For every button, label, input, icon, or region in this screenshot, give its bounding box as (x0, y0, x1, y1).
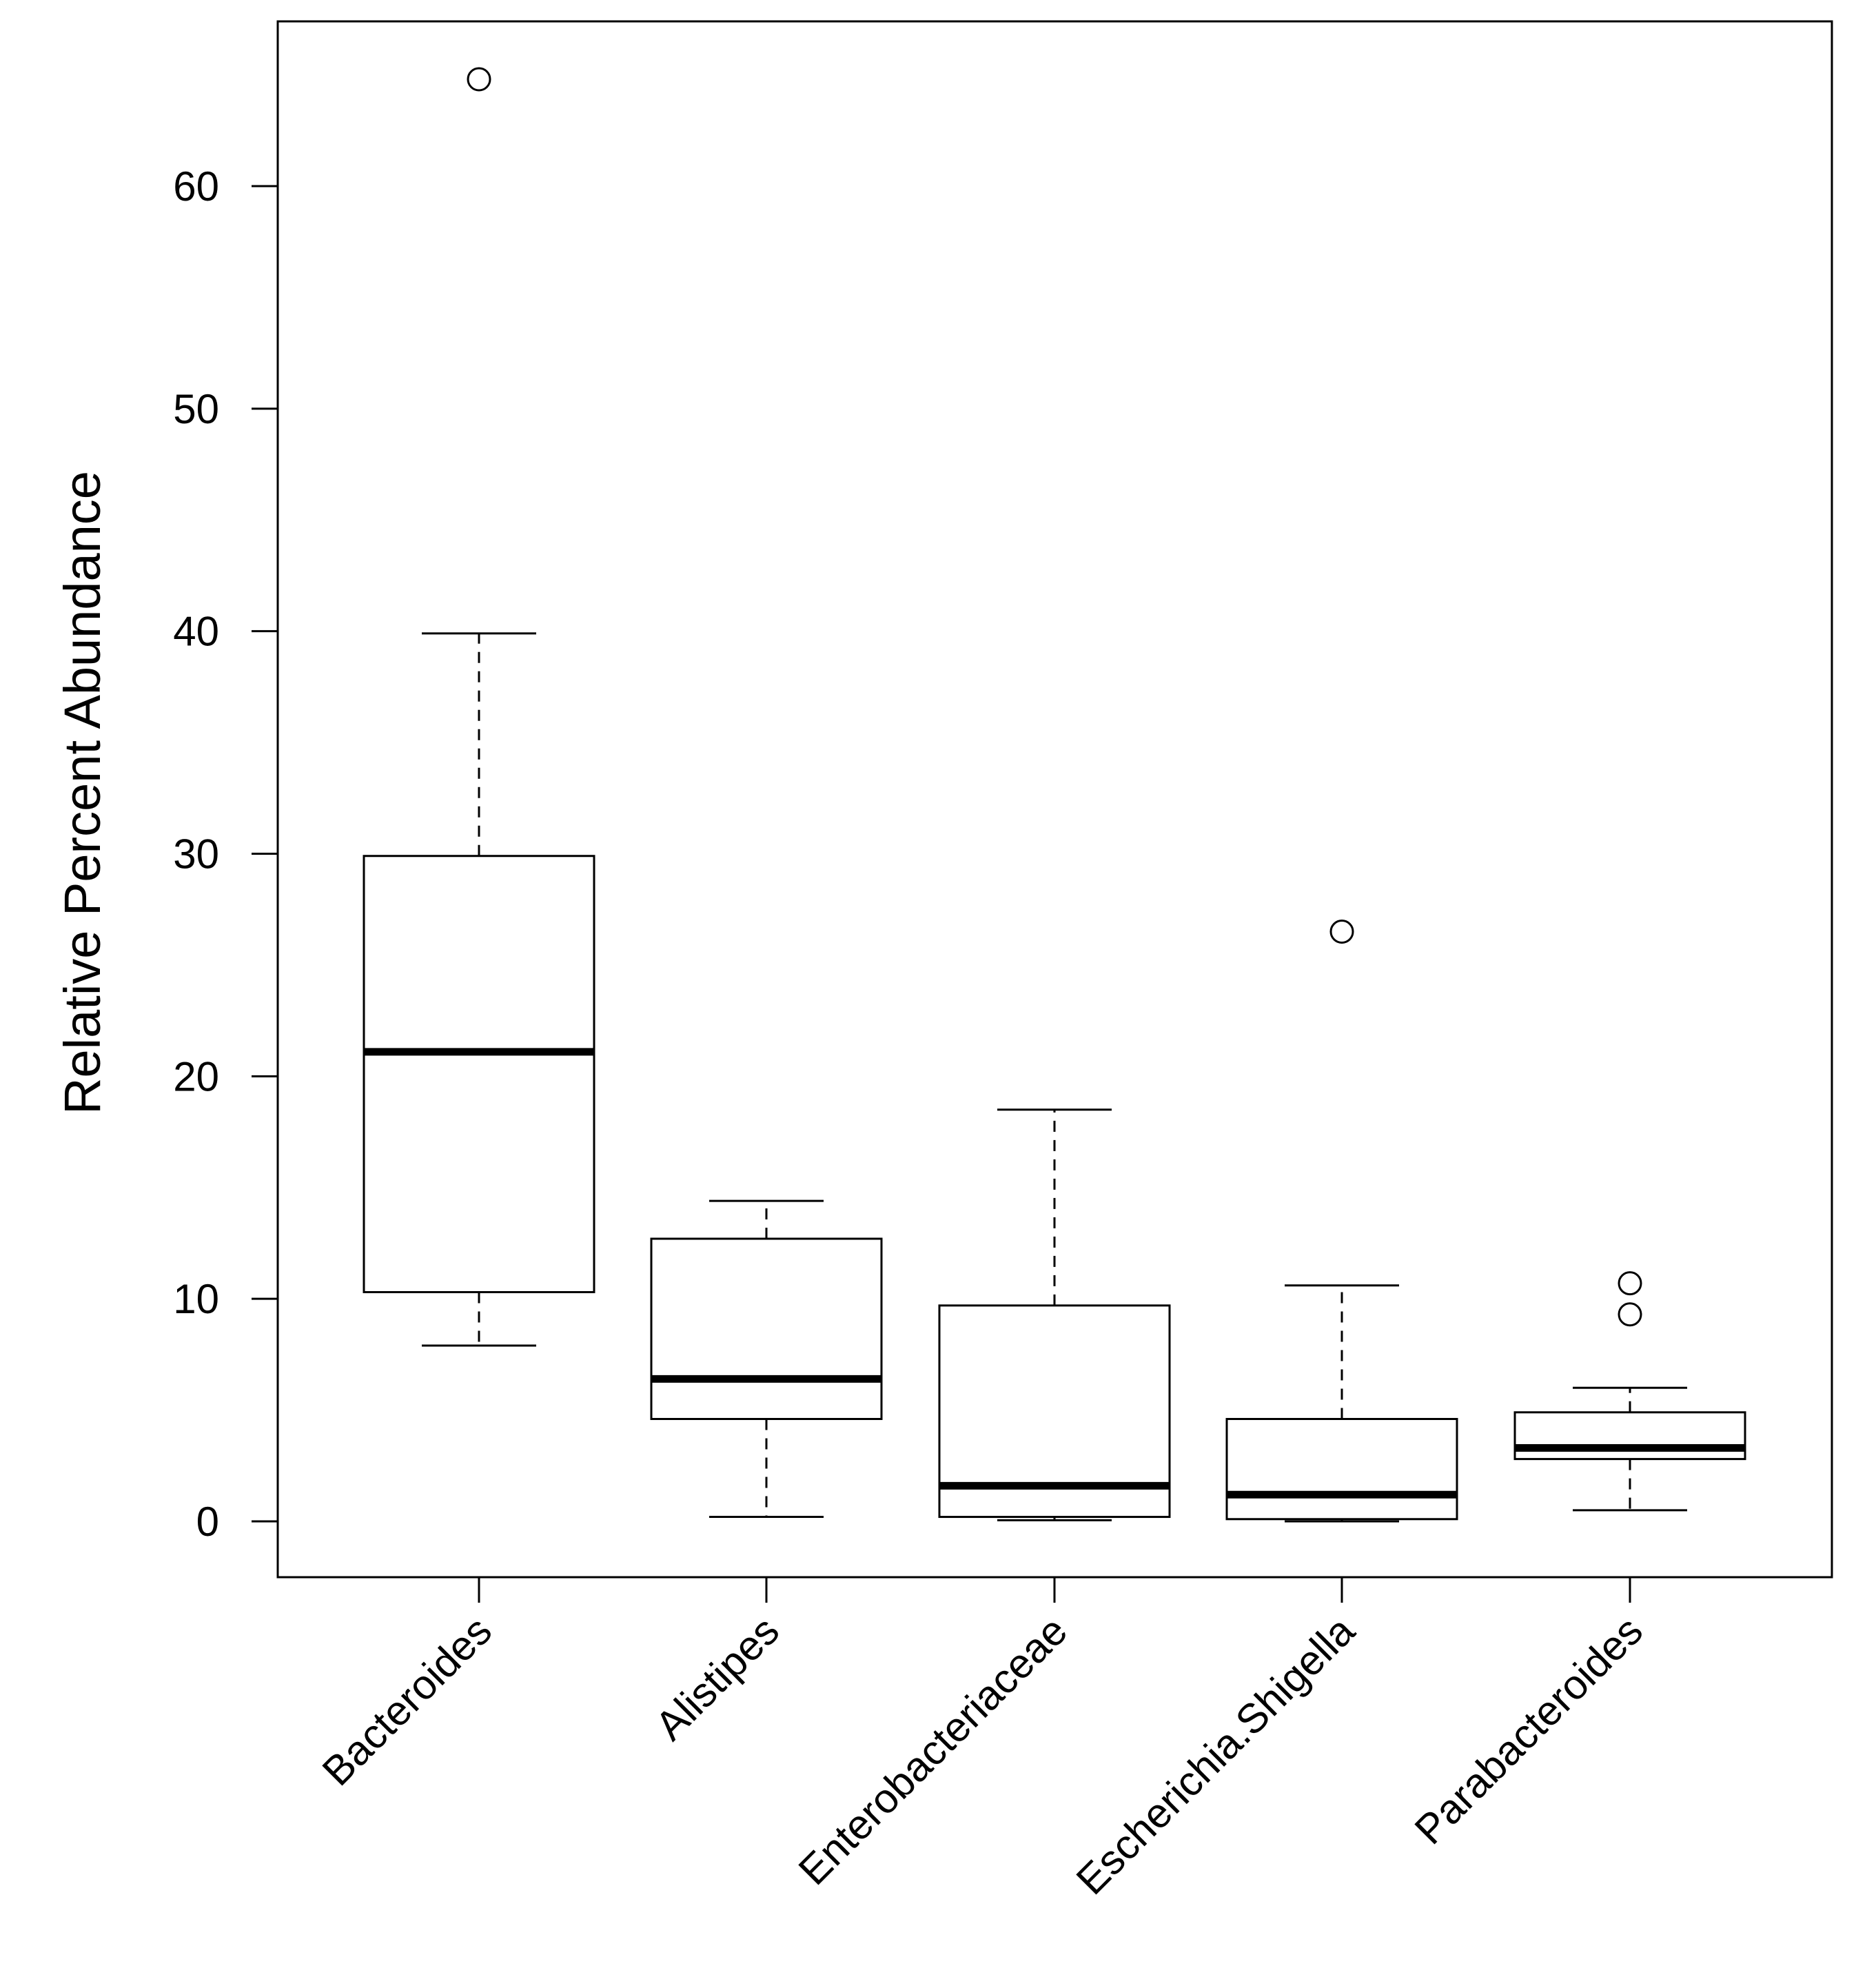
outlier-point (1618, 1271, 1642, 1296)
outlier-point (1618, 1302, 1642, 1327)
x-tick-label: Enterobacteriaceae (790, 1608, 1076, 1894)
x-tick-label: Parabacteroides (1406, 1608, 1651, 1853)
y-tick-label: 20 (173, 1053, 219, 1099)
outlier-point (1329, 919, 1354, 944)
box-iqr (363, 855, 595, 1293)
box-iqr (650, 1237, 883, 1420)
box-iqr (1513, 1411, 1746, 1461)
box-iqr (1225, 1417, 1458, 1521)
y-axis-label: Relative Percent Abundance (54, 471, 111, 1115)
y-tick-label: 10 (173, 1276, 219, 1322)
x-tick-label: Escherichia.Shigella (1068, 1607, 1364, 1903)
y-tick-label: 0 (196, 1499, 219, 1545)
y-tick-label: 40 (173, 609, 219, 655)
x-tick-label: Alistipes (646, 1608, 788, 1749)
y-tick-label: 60 (173, 163, 219, 210)
y-tick-label: 30 (173, 831, 219, 878)
y-tick-label: 50 (173, 386, 219, 432)
x-tick-label: Bacteroides (314, 1608, 500, 1794)
box-iqr (938, 1304, 1171, 1519)
outlier-point (467, 67, 491, 92)
